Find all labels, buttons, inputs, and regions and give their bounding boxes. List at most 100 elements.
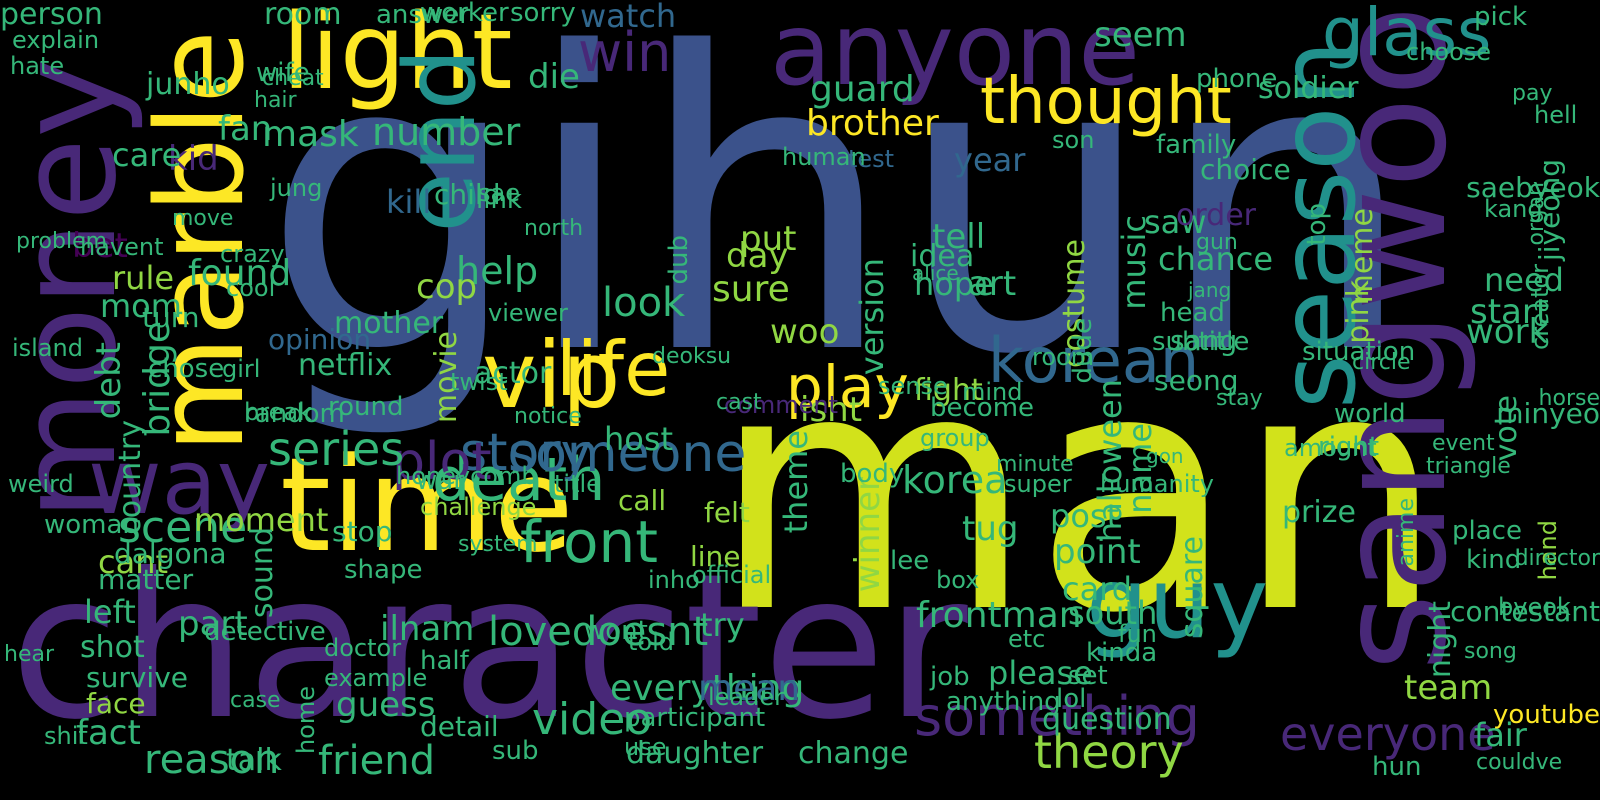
- word-hear: hear: [4, 642, 55, 667]
- word-netflix: netflix: [298, 348, 393, 383]
- word-plot: plot: [392, 432, 492, 492]
- word-participant: participant: [624, 703, 766, 733]
- word-pick: pick: [1474, 2, 1528, 32]
- word-lee: lee: [890, 546, 930, 576]
- word-sub: sub: [492, 736, 539, 766]
- word-version: version: [853, 258, 891, 376]
- word-couldve: couldve: [1476, 750, 1563, 775]
- word-shot: shot: [80, 630, 145, 665]
- word-everyone: everyone: [1280, 707, 1496, 761]
- word-idea: idea: [910, 239, 975, 274]
- word-north: north: [524, 216, 584, 241]
- word-series: series: [268, 422, 405, 476]
- word-world: world: [1334, 399, 1406, 429]
- word-example: example: [324, 664, 428, 692]
- word-vip: vip: [482, 322, 621, 429]
- word-woo: woo: [770, 312, 840, 352]
- word-theme: theme: [777, 430, 815, 534]
- word-right: right: [1318, 432, 1380, 462]
- word-cheat: cheat: [262, 66, 324, 91]
- word-debt: debt: [89, 342, 129, 420]
- word-art: art: [968, 264, 1017, 304]
- word-organ: organ: [1524, 182, 1549, 246]
- word-anyone: anyone: [770, 0, 1140, 108]
- word-moment: moment: [194, 501, 329, 539]
- word-shape: shape: [344, 555, 423, 585]
- word-use: use: [624, 733, 667, 761]
- word-seong: seong: [1154, 364, 1239, 397]
- word-half: half: [420, 646, 469, 676]
- word-worker: worker: [420, 0, 509, 28]
- word-answer: answer: [376, 0, 470, 30]
- word-put: put: [740, 219, 797, 259]
- word-halloween: halloween: [1091, 379, 1129, 543]
- word-junho: junho: [146, 67, 230, 102]
- word-choice: choice: [1200, 153, 1291, 186]
- word-title: title: [554, 470, 601, 498]
- word-link: link: [476, 185, 522, 215]
- word-become: become: [930, 393, 1035, 423]
- word-cop: cop: [416, 267, 478, 307]
- word-win: win: [578, 21, 672, 84]
- word-fight: fight: [914, 373, 983, 408]
- word-tug: tug: [962, 509, 1019, 549]
- word-friend: friend: [318, 738, 435, 784]
- word-byeok: byeok: [1498, 593, 1571, 621]
- word-hair: hair: [254, 88, 297, 113]
- word-start: start: [1470, 292, 1550, 332]
- word-fair: fair: [1474, 716, 1527, 754]
- word-way: way: [88, 430, 271, 535]
- word-try: try: [700, 606, 745, 644]
- word-change: change: [798, 736, 909, 771]
- word-kinda: kinda: [1086, 638, 1158, 668]
- word-hate: hate: [10, 52, 65, 80]
- word-youtube: youtube: [1493, 700, 1600, 730]
- word-rule: rule: [112, 259, 175, 297]
- word-group: group: [920, 424, 990, 452]
- word-soldier: soldier: [1258, 71, 1359, 106]
- word-job: job: [930, 662, 970, 692]
- word-mother: mother: [334, 306, 444, 341]
- word-square: square: [1175, 536, 1210, 639]
- word-top: top: [1302, 203, 1332, 246]
- word-order: order: [1176, 198, 1256, 233]
- word-official: official: [692, 561, 772, 589]
- word-survive: survive: [86, 661, 188, 694]
- word-room: room: [264, 0, 342, 32]
- word-fan: fan: [218, 109, 273, 149]
- word-honeycomb: honeycomb: [396, 462, 537, 490]
- word-guess: guess: [336, 685, 436, 725]
- word-gun: gun: [1196, 230, 1238, 255]
- word-felt: felt: [704, 496, 750, 529]
- word-found: found: [188, 253, 292, 294]
- word-move: move: [172, 206, 234, 231]
- word-weird: weird: [8, 470, 74, 498]
- word-number: number: [372, 110, 521, 154]
- word-anime: anime: [1394, 498, 1419, 567]
- word-work: work: [1466, 312, 1549, 352]
- word-point: point: [1054, 532, 1141, 572]
- word-war: war: [416, 466, 464, 496]
- word-kill: kill: [386, 183, 432, 221]
- word-left: left: [84, 593, 136, 631]
- word-isnt: isnt: [800, 390, 863, 430]
- word-music: music: [1115, 215, 1153, 310]
- word-notice: notice: [514, 404, 582, 429]
- word-talk: talk: [226, 743, 282, 778]
- word-director: director: [1514, 546, 1600, 571]
- word-die: die: [528, 57, 580, 97]
- word-detail: detail: [420, 710, 499, 743]
- word-contestant: contestant: [1450, 595, 1600, 628]
- word-help: help: [456, 249, 539, 293]
- word-stay: stay: [1216, 386, 1263, 411]
- word-reason: reason: [144, 737, 280, 783]
- word-hun: hun: [1372, 752, 1422, 782]
- word-call: call: [618, 484, 667, 517]
- word-daughter: daughter: [626, 736, 764, 771]
- word-play: play: [786, 353, 909, 421]
- word-frontman: frontman: [916, 595, 1082, 636]
- word-character: character: [10, 531, 968, 764]
- word-part: part: [178, 604, 248, 644]
- word-guard: guard: [810, 69, 915, 110]
- word-team: team: [1404, 668, 1493, 708]
